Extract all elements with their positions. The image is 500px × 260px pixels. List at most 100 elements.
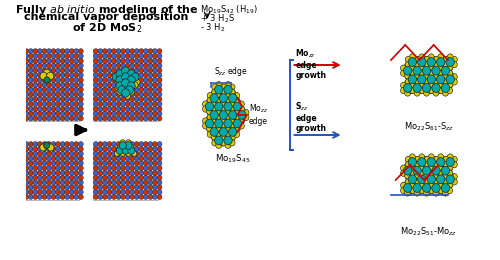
Circle shape bbox=[94, 101, 98, 107]
Circle shape bbox=[130, 77, 134, 83]
Circle shape bbox=[139, 175, 144, 180]
Circle shape bbox=[414, 174, 420, 180]
Circle shape bbox=[70, 194, 74, 199]
Circle shape bbox=[428, 82, 434, 89]
Circle shape bbox=[405, 156, 411, 163]
Circle shape bbox=[116, 82, 121, 87]
Circle shape bbox=[148, 156, 153, 161]
Circle shape bbox=[216, 142, 222, 148]
Circle shape bbox=[70, 101, 74, 107]
Circle shape bbox=[78, 161, 84, 166]
Circle shape bbox=[28, 106, 34, 111]
Circle shape bbox=[157, 190, 162, 195]
Circle shape bbox=[125, 111, 130, 116]
Circle shape bbox=[230, 100, 235, 106]
Circle shape bbox=[74, 146, 79, 152]
Circle shape bbox=[94, 68, 98, 73]
Circle shape bbox=[428, 71, 434, 77]
Circle shape bbox=[19, 101, 24, 107]
Circle shape bbox=[434, 179, 440, 185]
Circle shape bbox=[78, 166, 84, 171]
Circle shape bbox=[98, 97, 103, 102]
Circle shape bbox=[148, 63, 153, 68]
Circle shape bbox=[94, 49, 98, 54]
Circle shape bbox=[24, 73, 28, 78]
Circle shape bbox=[19, 92, 24, 97]
Circle shape bbox=[78, 151, 84, 156]
Circle shape bbox=[130, 76, 136, 82]
Circle shape bbox=[98, 156, 103, 161]
Circle shape bbox=[442, 61, 448, 68]
Circle shape bbox=[116, 58, 121, 63]
Circle shape bbox=[78, 111, 84, 116]
Circle shape bbox=[64, 73, 70, 78]
Circle shape bbox=[148, 73, 153, 78]
Circle shape bbox=[434, 174, 440, 180]
Circle shape bbox=[130, 116, 134, 121]
Circle shape bbox=[51, 185, 56, 190]
Circle shape bbox=[409, 170, 415, 176]
Circle shape bbox=[56, 106, 60, 111]
Circle shape bbox=[436, 75, 445, 84]
Circle shape bbox=[428, 81, 434, 88]
Circle shape bbox=[42, 77, 47, 83]
Circle shape bbox=[60, 185, 65, 190]
Circle shape bbox=[51, 58, 56, 63]
Circle shape bbox=[423, 79, 429, 85]
Circle shape bbox=[33, 166, 38, 171]
Circle shape bbox=[14, 146, 20, 152]
Circle shape bbox=[404, 190, 410, 196]
Circle shape bbox=[404, 184, 412, 192]
Circle shape bbox=[78, 87, 84, 92]
Circle shape bbox=[418, 70, 424, 76]
Circle shape bbox=[229, 135, 235, 141]
Circle shape bbox=[28, 68, 34, 73]
Circle shape bbox=[51, 101, 56, 107]
Circle shape bbox=[70, 175, 74, 180]
Circle shape bbox=[48, 144, 54, 151]
Circle shape bbox=[438, 187, 444, 194]
Circle shape bbox=[134, 170, 139, 176]
Circle shape bbox=[60, 101, 65, 107]
Circle shape bbox=[78, 49, 84, 54]
Circle shape bbox=[38, 170, 43, 176]
Circle shape bbox=[408, 158, 416, 166]
Circle shape bbox=[446, 65, 452, 71]
Circle shape bbox=[64, 175, 70, 180]
Text: Mo$_{22}$S$_{51}$-Mo$_{zz}$: Mo$_{22}$S$_{51}$-Mo$_{zz}$ bbox=[400, 225, 458, 238]
Circle shape bbox=[152, 68, 158, 73]
Circle shape bbox=[410, 82, 416, 89]
Circle shape bbox=[120, 101, 126, 107]
Circle shape bbox=[443, 74, 449, 80]
Circle shape bbox=[427, 58, 436, 67]
Circle shape bbox=[120, 170, 126, 176]
Circle shape bbox=[433, 90, 439, 96]
Circle shape bbox=[98, 68, 103, 73]
Circle shape bbox=[107, 190, 112, 195]
Circle shape bbox=[42, 87, 47, 92]
Circle shape bbox=[102, 92, 108, 97]
Circle shape bbox=[78, 58, 84, 63]
Circle shape bbox=[60, 156, 65, 161]
Circle shape bbox=[38, 73, 43, 78]
Circle shape bbox=[144, 180, 148, 185]
Circle shape bbox=[418, 65, 424, 71]
Circle shape bbox=[400, 187, 406, 194]
Circle shape bbox=[446, 75, 454, 84]
Circle shape bbox=[33, 106, 38, 111]
Circle shape bbox=[420, 87, 426, 94]
Circle shape bbox=[428, 181, 434, 187]
Circle shape bbox=[94, 180, 98, 185]
Circle shape bbox=[116, 101, 121, 107]
Circle shape bbox=[211, 117, 217, 123]
Circle shape bbox=[33, 68, 38, 73]
Circle shape bbox=[51, 180, 56, 185]
Circle shape bbox=[64, 156, 70, 161]
Circle shape bbox=[78, 190, 84, 195]
Circle shape bbox=[42, 166, 47, 171]
Circle shape bbox=[42, 97, 47, 102]
Circle shape bbox=[102, 58, 108, 63]
Circle shape bbox=[116, 77, 121, 83]
Circle shape bbox=[413, 184, 422, 192]
Circle shape bbox=[130, 151, 134, 156]
